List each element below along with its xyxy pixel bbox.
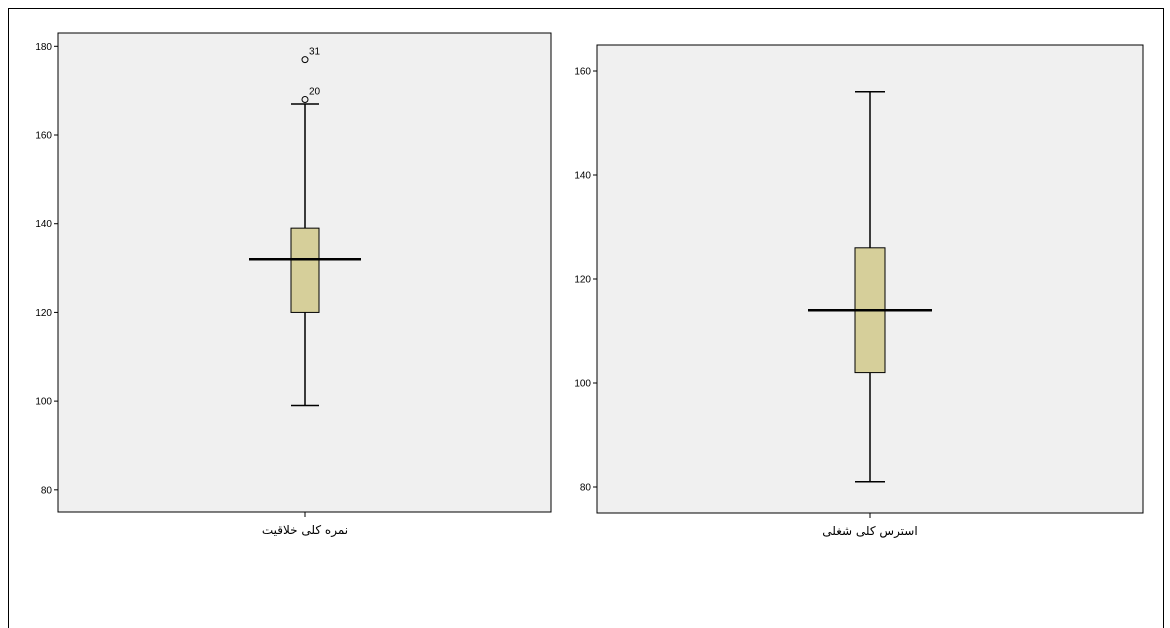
outlier-point bbox=[301, 96, 309, 104]
y-tick-label: 120 bbox=[35, 308, 52, 319]
outlier-label: 31 bbox=[309, 47, 321, 58]
boxplot-panel-1: 80 100 120 140 160 180 نمره کلی خلاقیت 20 31 bbox=[35, 32, 552, 538]
outlier-label: 20 bbox=[309, 87, 321, 98]
y-tick-label: 80 bbox=[41, 485, 53, 496]
boxplot-panel-2: 80 100 120 140 160 استرس کلی شغلی bbox=[574, 44, 1144, 539]
y-tick-label: 180 bbox=[35, 42, 52, 53]
y-tick-label: 100 bbox=[574, 379, 591, 390]
y-tick-label: 80 bbox=[580, 483, 592, 494]
y-tick-label: 140 bbox=[574, 171, 591, 182]
y-tick-label: 160 bbox=[35, 131, 52, 142]
outlier-point bbox=[301, 56, 309, 64]
y-tick-label: 100 bbox=[35, 397, 52, 408]
figure-frame bbox=[8, 8, 1164, 628]
iqr-box bbox=[290, 227, 320, 313]
y-tick-label: 140 bbox=[35, 219, 52, 230]
x-category-label: نمره کلی خلاقیت bbox=[262, 523, 348, 538]
y-tick-label: 160 bbox=[574, 67, 591, 78]
y-tick-label: 120 bbox=[574, 275, 591, 286]
x-category-label: استرس کلی شغلی bbox=[822, 524, 917, 539]
